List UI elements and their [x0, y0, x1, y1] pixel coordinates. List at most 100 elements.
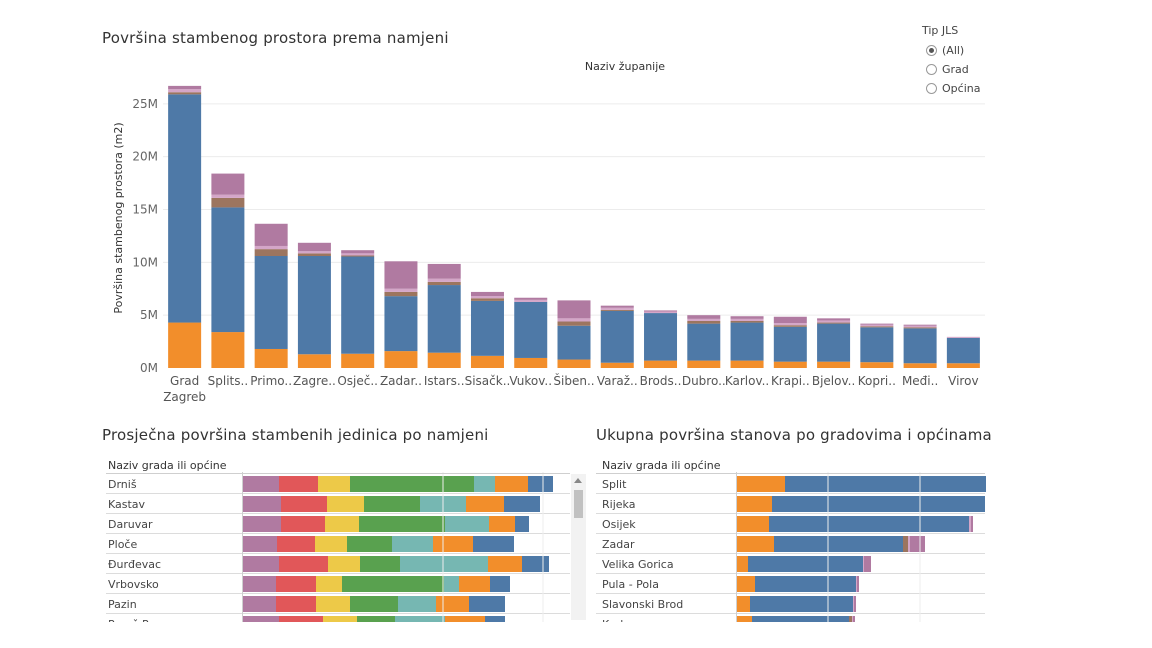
y-tick-label: 15M	[132, 203, 158, 217]
bar-segment	[557, 325, 591, 360]
bar-segment	[600, 309, 634, 311]
bar-segment	[316, 596, 350, 612]
bar-segment	[470, 298, 504, 301]
bar-segment	[279, 556, 328, 572]
bar-segment	[737, 556, 748, 572]
row-label: Drniš	[108, 478, 137, 491]
bar-segment	[737, 496, 772, 512]
bar-segment	[748, 556, 863, 572]
bar-segment	[470, 291, 504, 297]
bar-segment	[849, 616, 852, 622]
bar-segment	[687, 360, 721, 368]
filter-option-label: Grad	[942, 63, 969, 76]
bar-segment	[903, 536, 908, 552]
bar-segment	[772, 496, 985, 512]
bar-segment	[557, 321, 591, 326]
bar-segment	[600, 305, 634, 308]
bar-segment	[433, 536, 473, 552]
bar-segment	[644, 310, 678, 312]
row-label: Split	[602, 478, 627, 491]
x-tick-label: Virov	[948, 374, 978, 388]
x-tick-label: Šiben..	[553, 373, 594, 388]
bar-segment	[488, 556, 522, 572]
bar-segment	[737, 616, 752, 622]
bar-segment	[730, 318, 764, 321]
x-tick-label: Grad	[170, 374, 199, 388]
bar-segment	[557, 300, 591, 319]
bar-segment	[644, 313, 678, 361]
x-tick-label: Zadar..	[380, 374, 422, 388]
row-label: Velika Gorica	[602, 558, 674, 571]
bar-segment	[971, 516, 973, 532]
row-label: Slavonski Brod	[602, 598, 683, 611]
bar-segment	[903, 327, 937, 329]
bar-segment	[817, 318, 851, 321]
bar-segment	[852, 616, 853, 622]
bar-segment	[398, 596, 436, 612]
x-tick-label: Zagreb	[163, 390, 206, 404]
bar-segment	[514, 299, 548, 302]
bar-segment	[315, 536, 347, 552]
radio-icon[interactable]	[926, 83, 937, 94]
bar-segment	[243, 476, 279, 492]
radio-icon[interactable]	[926, 64, 937, 75]
bar-segment	[211, 197, 245, 208]
bar-segment	[281, 496, 327, 512]
bar-segment	[853, 616, 855, 622]
bar-segment	[737, 536, 774, 552]
bar-segment	[864, 556, 871, 572]
bar-segment	[384, 291, 418, 297]
bar-segment	[384, 351, 418, 368]
bar-segment	[730, 322, 764, 361]
bar-segment	[211, 332, 245, 368]
bar-segment	[211, 194, 245, 198]
bar-segment	[600, 307, 634, 310]
bar-segment	[444, 576, 459, 592]
row-label: Kastav	[108, 498, 146, 511]
bar-segment	[470, 300, 504, 356]
bar-segment	[341, 253, 375, 256]
bar-segment	[908, 536, 910, 552]
filter-option-all[interactable]: (All)	[922, 41, 980, 60]
filter-option-label: Općina	[942, 82, 981, 95]
bar-segment	[737, 476, 785, 492]
bar-segment	[297, 242, 331, 252]
bar-segment	[474, 476, 495, 492]
filter-option-opcina[interactable]: Općina	[922, 79, 980, 98]
filter-option-grad[interactable]: Grad	[922, 60, 980, 79]
row-label: Daruvar	[108, 518, 153, 531]
y-tick-label: 0M	[140, 361, 158, 375]
bar-segment	[903, 363, 937, 368]
county-stacked-bar-chart: 0M 5M 10M 15M 20M 25M Površina stambenog prost…	[112, 85, 985, 404]
bar-segment	[279, 476, 318, 492]
x-tick-label: Zagre..	[293, 374, 336, 388]
bar-segment	[903, 324, 937, 326]
bar-segment	[297, 253, 331, 256]
bar-segment	[489, 516, 515, 532]
scrollbar[interactable]	[571, 474, 586, 620]
bar-segment	[243, 496, 281, 512]
x-tick-label: Kopri..	[858, 374, 896, 388]
row-label: Rijeka	[602, 498, 635, 511]
bar-segment	[360, 556, 400, 572]
scroll-thumb[interactable]	[574, 490, 583, 518]
bar-segment	[730, 316, 764, 319]
bar-segment	[687, 318, 721, 321]
filter-title: Tip JLS	[922, 24, 959, 37]
row-label: Pazin	[108, 598, 137, 611]
bar-segment	[557, 318, 591, 322]
row-label: Vrbovsko	[108, 578, 159, 591]
bar-segment	[243, 576, 276, 592]
scroll-up-icon[interactable]	[574, 478, 582, 483]
bar-segment	[528, 476, 553, 492]
bar-segment	[853, 596, 854, 612]
bar-segment	[279, 616, 323, 622]
x-tick-label: Varaž..	[597, 374, 638, 388]
chart2-title: Prosječna površina stambenih jedinica po…	[102, 426, 489, 444]
bar-segment	[445, 616, 485, 622]
bar-segment	[357, 616, 395, 622]
tip-jls-filter: Tip JLS (All) Grad Općina	[922, 24, 980, 98]
bar-segment	[243, 536, 277, 552]
radio-icon[interactable]	[926, 45, 937, 56]
bar-segment	[860, 327, 894, 363]
